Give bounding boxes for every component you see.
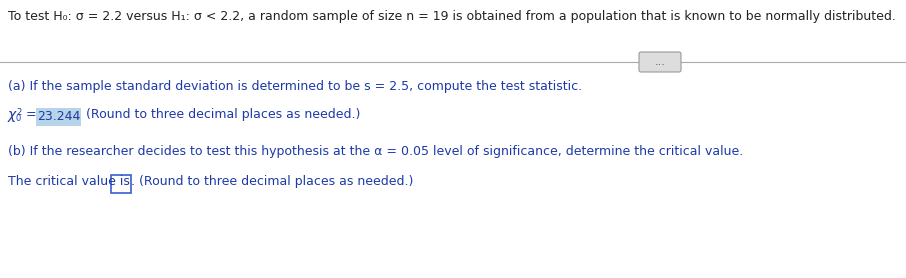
Text: (b) If the researcher decides to test this hypothesis at the α = 0.05 level of s: (b) If the researcher decides to test th… xyxy=(8,145,743,158)
FancyBboxPatch shape xyxy=(639,52,681,72)
Text: χ: χ xyxy=(8,108,16,122)
Text: The critical value is: The critical value is xyxy=(8,175,134,188)
FancyBboxPatch shape xyxy=(36,108,81,126)
Text: 0: 0 xyxy=(16,114,21,123)
Text: 23.244: 23.244 xyxy=(37,110,81,123)
Text: (Round to three decimal places as needed.): (Round to three decimal places as needed… xyxy=(82,108,361,121)
Text: =: = xyxy=(22,108,41,121)
Text: . (Round to three decimal places as needed.): . (Round to three decimal places as need… xyxy=(131,175,413,188)
Text: ...: ... xyxy=(654,57,665,67)
Text: 2: 2 xyxy=(16,108,21,117)
FancyBboxPatch shape xyxy=(111,175,131,193)
Text: (a) If the sample standard deviation is determined to be s = 2.5, compute the te: (a) If the sample standard deviation is … xyxy=(8,80,583,93)
Text: To test H₀: σ = 2.2 versus H₁: σ < 2.2, a random sample of size n = 19 is obtain: To test H₀: σ = 2.2 versus H₁: σ < 2.2, … xyxy=(8,10,896,23)
